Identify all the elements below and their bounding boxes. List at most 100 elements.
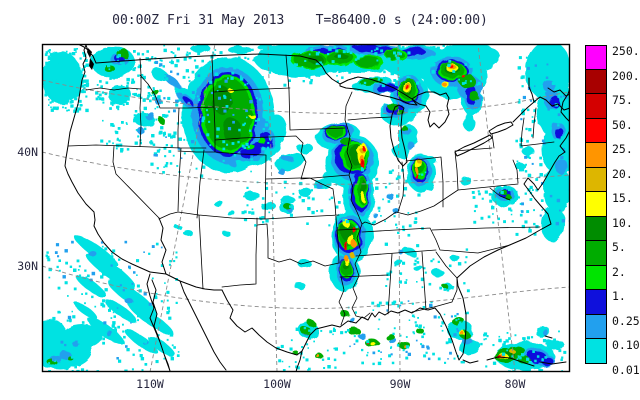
precip-speckle	[446, 45, 449, 49]
precip-speckle	[74, 65, 79, 69]
precip-speckle	[407, 212, 410, 214]
precip-speckle	[85, 79, 89, 83]
precip-speckle	[260, 76, 264, 80]
precip-speckle	[79, 104, 83, 107]
precip-blob	[543, 330, 549, 336]
precip-speckle	[132, 93, 135, 96]
precip-speckle	[109, 306, 112, 310]
precip-speckle	[423, 69, 426, 72]
precip-speckle	[525, 56, 528, 59]
precip-speckle	[366, 354, 369, 357]
precip-speckle	[150, 162, 154, 166]
precip-speckle	[454, 314, 457, 318]
precip-speckle	[52, 96, 56, 100]
precip-speckle	[165, 144, 168, 147]
precip-speckle	[396, 66, 399, 69]
precip-speckle	[414, 217, 418, 220]
precip-blob	[386, 193, 394, 199]
precip-speckle	[143, 98, 146, 101]
precip-speckle	[227, 77, 229, 80]
precip-speckle	[114, 130, 117, 133]
precip-speckle	[58, 89, 62, 93]
precip-speckle	[100, 241, 104, 244]
precip-speckle	[149, 141, 152, 144]
precip-speckle	[498, 202, 502, 206]
precip-speckle	[62, 87, 65, 90]
precip-speckle	[175, 99, 179, 103]
precip-speckle	[67, 97, 70, 101]
precip-speckle	[526, 66, 530, 70]
precip-speckle	[270, 206, 274, 210]
precip-speckle	[70, 78, 73, 81]
precip-speckle	[480, 216, 484, 220]
colorbar-tick-5.: 5.	[612, 240, 626, 254]
precip-speckle	[126, 148, 130, 151]
precip-speckle	[133, 271, 136, 274]
precip-speckle	[378, 210, 381, 212]
precip-speckle	[87, 274, 90, 278]
precip-speckle	[446, 289, 450, 292]
precip-speckle	[159, 89, 162, 92]
precip-speckle	[519, 168, 523, 172]
precip-speckle	[245, 109, 248, 113]
precip-speckle	[62, 58, 66, 62]
precip-speckle	[548, 122, 552, 126]
precip-speckle	[531, 134, 534, 137]
precip-speckle	[109, 265, 113, 269]
precip-speckle	[62, 106, 64, 109]
precip-speckle	[485, 338, 487, 340]
precip-speckle	[268, 71, 272, 74]
precip-speckle	[361, 361, 364, 365]
precip-speckle	[150, 140, 153, 143]
precip-speckle	[81, 68, 85, 71]
precip-speckle	[534, 359, 537, 363]
precip-speckle	[348, 71, 351, 74]
precip-speckle	[546, 63, 549, 66]
precip-speckle	[320, 330, 323, 332]
precip-speckle	[558, 218, 561, 222]
precip-speckle	[147, 94, 150, 98]
precip-speckle	[260, 83, 262, 85]
precip-speckle	[334, 347, 338, 351]
precip-speckle	[506, 332, 509, 334]
precip-speckle	[118, 359, 122, 363]
precip-speckle	[525, 369, 528, 372]
precip-speckle	[549, 185, 552, 188]
precip-speckle	[262, 221, 265, 224]
precip-speckle	[395, 82, 399, 87]
precip-speckle	[219, 51, 223, 55]
precip-speckle	[417, 65, 421, 69]
precip-speckle	[492, 221, 495, 224]
precip-speckle	[418, 173, 421, 176]
precip-speckle	[146, 97, 149, 100]
precip-speckle	[393, 215, 396, 218]
precip-speckle	[408, 319, 411, 321]
map-frame	[41, 43, 571, 373]
precip-speckle	[256, 194, 260, 198]
precip-speckle	[44, 53, 48, 57]
precip-speckle	[67, 295, 69, 297]
precip-speckle	[164, 74, 167, 78]
precip-speckle	[296, 366, 300, 370]
precip-speckle	[157, 95, 161, 99]
precip-speckle	[132, 68, 136, 72]
precip-speckle	[85, 95, 88, 98]
precip-blob	[344, 255, 348, 261]
precip-speckle	[150, 142, 153, 145]
gridline-30n	[42, 265, 570, 309]
lon-label-80W: 80W	[504, 377, 526, 391]
precip-speckle	[122, 68, 124, 70]
precip-speckle	[218, 85, 221, 88]
precip-speckle	[407, 249, 410, 252]
precip-speckle	[300, 52, 302, 54]
precip-speckle	[102, 337, 105, 341]
precip-speckle	[533, 209, 535, 212]
precip-speckle	[424, 271, 427, 274]
precip-speckle	[391, 361, 395, 365]
precip-speckle	[308, 329, 311, 332]
precip-speckle	[44, 88, 48, 92]
precip-speckle	[85, 324, 89, 327]
precip-speckle	[177, 351, 180, 353]
precip-speckle	[422, 306, 426, 309]
precip-speckle	[75, 82, 79, 85]
